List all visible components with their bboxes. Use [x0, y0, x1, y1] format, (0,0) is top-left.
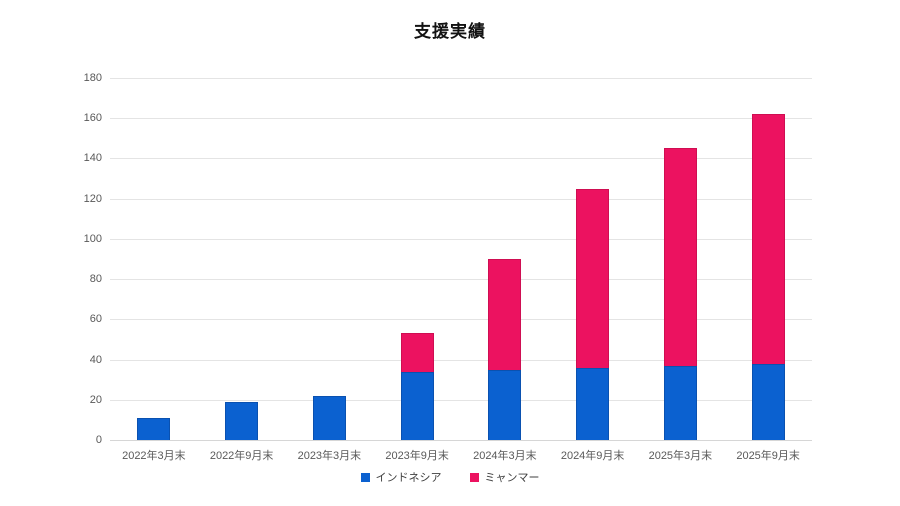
y-axis-tick-label: 60 — [89, 313, 102, 326]
legend-label: インドネシア — [375, 472, 442, 484]
bar-segment-インドネシア — [225, 401, 259, 440]
bar-segment-ミャンマー — [488, 259, 522, 370]
legend-swatch-icon — [469, 472, 479, 482]
gridline — [110, 319, 812, 321]
bar-segment-インドネシア — [663, 365, 697, 440]
gridline — [110, 279, 812, 281]
x-axis-tick-label: 2025年9月末 — [736, 450, 800, 462]
y-axis-tick-label: 160 — [83, 112, 102, 125]
y-axis-tick-label: 180 — [83, 72, 102, 84]
chart-title: 支援実績 — [414, 22, 486, 41]
x-axis-line — [110, 440, 812, 441]
y-axis-tick-label: 80 — [89, 273, 102, 286]
x-axis-tick-label: 2022年9月末 — [209, 450, 274, 462]
y-axis-tick-label: 140 — [83, 152, 102, 165]
legend-label: ミャンマー — [484, 472, 540, 484]
y-axis-tick-label: 20 — [89, 393, 102, 406]
y-axis-tick-label: 120 — [83, 192, 102, 205]
legend-item-インドネシア: インドネシア — [360, 469, 442, 485]
legend-swatch-icon — [360, 472, 370, 482]
gridline — [110, 238, 812, 240]
x-axis-tick-label: 2025年3月末 — [648, 450, 713, 462]
bar-segment-インドネシア — [488, 369, 522, 440]
y-axis-tick-label: 100 — [83, 232, 102, 245]
gridline — [110, 359, 812, 361]
x-axis-tick-label: 2024年9月末 — [560, 450, 625, 462]
y-axis-tick-label: 0 — [95, 434, 102, 446]
bar-segment-ミャンマー — [663, 148, 697, 366]
bar-segment-ミャンマー — [576, 188, 610, 368]
gridline — [110, 158, 812, 160]
bar-segment-インドネシア — [400, 371, 434, 440]
gridline — [110, 198, 812, 200]
bar-segment-ミャンマー — [400, 333, 434, 372]
bar-segment-インドネシア — [312, 395, 346, 440]
plot-area: 0 20 40 60 80 100 120 140 160 180 2022年3月末 2022年9月末… — [84, 72, 812, 462]
bar-segment-インドネシア — [137, 417, 171, 440]
gridline — [110, 78, 812, 79]
gridline — [110, 399, 812, 401]
gridline — [110, 118, 812, 120]
x-axis-tick-label: 2023年9月末 — [385, 450, 449, 462]
legend-item-ミャンマー: ミャンマー — [469, 469, 540, 485]
chart-legend: インドネシア ミャンマー — [0, 469, 900, 485]
bar-segment-インドネシア — [576, 367, 610, 440]
x-axis-tick-label: 2024年3月末 — [473, 450, 537, 462]
bar-segment-インドネシア — [751, 363, 785, 440]
y-axis-tick-label: 40 — [89, 353, 102, 366]
bar-segment-ミャンマー — [751, 114, 785, 364]
x-axis-tick-label: 2022年3月末 — [122, 450, 186, 462]
x-axis-tick-label: 2023年3月末 — [297, 450, 362, 462]
